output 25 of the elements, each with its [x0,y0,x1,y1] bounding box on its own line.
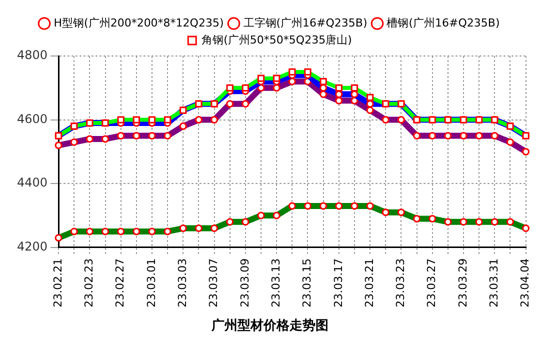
x-tick-label: 23.03.29 [456,258,470,308]
x-tick-label: 23.03.23 [394,258,408,308]
y-tick-label: 4800 [16,48,48,62]
x-tick-label: 23.03.27 [425,258,438,308]
x-tick-label: 23.03.31 [488,258,501,308]
x-tick-label: 23.03.09 [238,258,252,308]
x-tick-label: 23.03.07 [207,258,220,308]
y-tick-label: 4200 [16,240,48,254]
legend-label: 工字钢(广州16#Q235B) [243,16,368,30]
x-tick-label: 23.02.21 [51,258,64,308]
y-tick-label: 4400 [16,176,48,190]
legend-label: H型钢(广州200*200*8*12Q235) [54,16,224,30]
x-tick-label: 23.03.15 [300,258,314,308]
legend-label: 角钢(广州50*50*5Q235唐山) [202,33,352,46]
x-tick-label: 23.04.04 [518,258,532,308]
text: 广州型材价格走势图 [210,318,328,334]
legend-label: 槽钢(广州16#Q235B) [386,16,500,30]
x-tick-label: 23.03.01 [144,258,158,308]
x-tick-label: 23.03.17 [332,258,345,308]
x-tick-label: 23.03.13 [269,258,282,308]
x-tick-label: 23.02.23 [82,258,96,308]
x-tick-label: 23.02.27 [114,258,127,308]
x-tick-label: 23.03.21 [362,258,376,308]
x-tick-label: 23.03.03 [176,258,189,308]
y-tick-label: 4600 [16,112,48,126]
